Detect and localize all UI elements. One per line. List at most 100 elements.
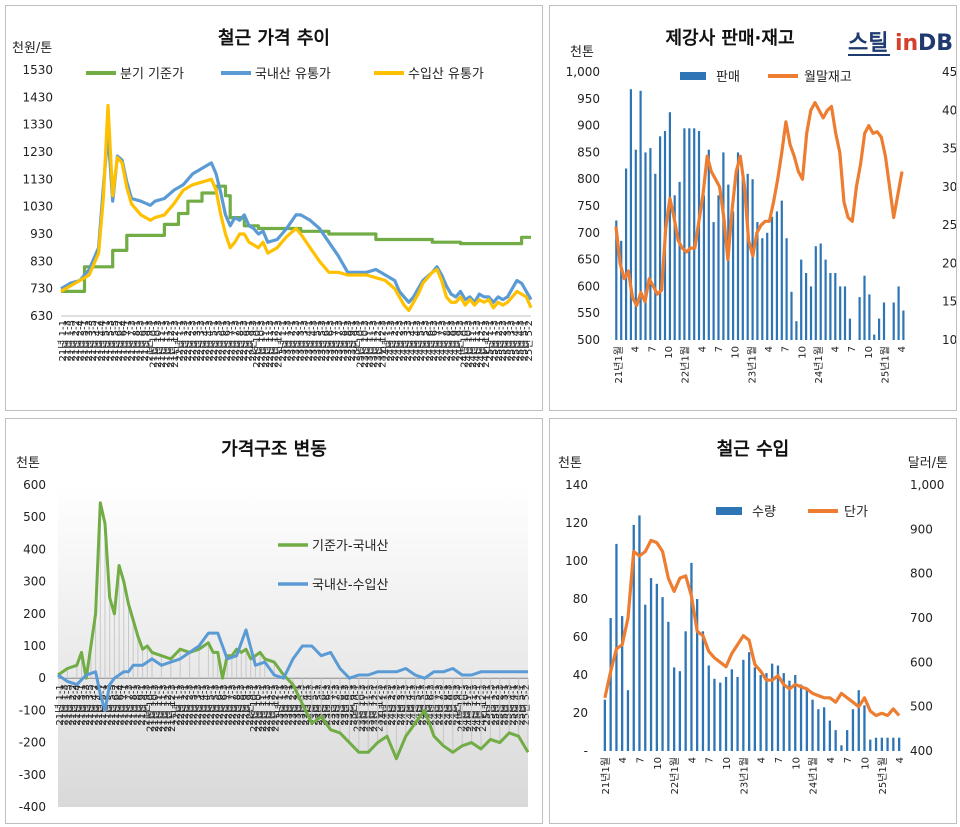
y2-tick-label: 400 <box>910 744 933 758</box>
bar-import-volume <box>753 667 756 751</box>
series-line-2 <box>57 628 528 712</box>
y-tick-label: 100 <box>23 639 46 653</box>
bar-import-volume <box>644 604 647 751</box>
x-tick-label: 22년 1-3 <box>175 684 187 725</box>
panel-price-structure: 가격구조 변동 천톤 -400 -300 -200 -100 0 100 200 300 400… <box>5 418 543 824</box>
bar-import-volume <box>863 705 866 751</box>
x-tick-label: 10 <box>861 757 872 770</box>
x-tick-label: 21년 5-5 <box>109 320 121 361</box>
chart-title: 철근 수입 <box>717 438 790 460</box>
y-tick-label: 1,000 <box>566 65 600 79</box>
x-tick-label: 24년 3-3 <box>399 684 411 725</box>
y-axis-unit: 천톤 <box>570 45 594 60</box>
x-tick-label: 22년1월 <box>669 757 681 795</box>
bar-sales <box>620 240 623 340</box>
x-tick-label: 23년 4-3 <box>307 320 319 361</box>
x-tick-label: 23년 1-1 <box>277 320 289 361</box>
bar-sales <box>761 238 764 340</box>
x-tick-label: 22년 7-3 <box>227 684 239 725</box>
legend-label: 월말재고 <box>804 70 852 85</box>
x-tick-label: 22년 6-1 <box>214 684 226 725</box>
bar-import-volume <box>794 675 797 751</box>
x-tick-label: 21년 12-3 <box>166 684 178 732</box>
x-tick-label: 23년 2-1 <box>286 320 298 361</box>
x-tick-label: 24년 12-3 <box>477 684 489 732</box>
x-tick-label: 21년 3-1 <box>76 684 88 725</box>
x-tick-label: 23년1월 <box>738 757 750 795</box>
legend-swatch <box>716 507 742 515</box>
bar-sales <box>712 222 715 340</box>
x-tick-label: 23년 1-1 <box>274 684 286 725</box>
x-tick-label: 22년 9-3 <box>244 684 256 725</box>
x-tick-label: 23년 5-3 <box>316 320 328 361</box>
bar-import-volume <box>621 616 624 751</box>
bar-sales <box>644 152 647 340</box>
x-tick-label: 21년 10-1 <box>148 320 160 368</box>
x-tick-label: 23년1월 <box>746 346 758 384</box>
chart-sales-inventory: 제강사 판매·재고 천톤 스틸 in DB 500 550 600 650 700 750… <box>566 28 956 384</box>
x-tick-label: 21년 11-3 <box>161 320 173 368</box>
x-tick-label: 25년 5-1 <box>519 320 531 361</box>
x-tick-label: 25년 4-3 <box>514 320 526 361</box>
x-tick-label: 23년 8-1 <box>337 320 349 361</box>
chart-rebar-import: 철근 수입 천톤 달러/톤 - 20 40 60 80 100 120 140 400 500 60… <box>558 438 948 795</box>
x-tick-label: 25년 4-1 <box>510 320 522 361</box>
x-tick-label: 24년 1-3 <box>385 320 397 361</box>
x-tick-label: 22년1월 <box>680 346 692 384</box>
x-tick-label: 25년 1-1 <box>484 320 496 361</box>
y-tick-label: 1430 <box>22 90 53 104</box>
x-tick-label: 7 <box>636 757 647 763</box>
x-tick-label: 22년 6-1 <box>217 320 229 361</box>
x-tick-label: 22년 10-1 <box>248 684 260 732</box>
x-tick-label: 21년 3-3 <box>83 320 95 361</box>
y2-tick-label: 1,000 <box>910 478 944 492</box>
y2-tick-label: 100 <box>942 333 956 347</box>
x-tick-label: 23년 9-3 <box>350 320 362 361</box>
x-tick-label: 22년 11-3 <box>261 684 273 732</box>
x-tick-label: 21년 6-2 <box>110 684 122 725</box>
brand-logo: 스틸 in DB <box>848 31 953 56</box>
x-tick-label: 21년 8-3 <box>132 684 144 725</box>
y-tick-label: 600 <box>23 478 46 492</box>
x-tick-label: 23년 12-1 <box>372 320 384 368</box>
bar-import-volume <box>719 682 722 751</box>
x-tick-label: 21년 10-3 <box>152 320 164 368</box>
bar-import-volume <box>805 688 808 751</box>
bar-import-volume <box>765 673 768 751</box>
x-tick-label: 21년 1-5 <box>66 320 78 361</box>
x-tick-label: 24년 12-3 <box>480 320 492 368</box>
x-tick-label: 24년 4-3 <box>408 684 420 725</box>
x-tick-label: 22년 5-3 <box>209 684 221 725</box>
y-tick-label: 0 <box>38 671 46 685</box>
y-tick-label: 600 <box>577 279 600 293</box>
bar-import-volume <box>742 659 745 751</box>
x-tick-label: 22년 11-1 <box>260 320 272 368</box>
x-tick-label: 23년 2-3 <box>290 320 302 361</box>
bar-sales <box>863 275 866 340</box>
x-tick-label: 24년 10-3 <box>463 320 475 368</box>
x-tick-label: 24년 11-1 <box>464 684 476 732</box>
x-tick-label: 21년 9-1 <box>136 684 148 725</box>
x-tick-label: 21년 2-4 <box>71 684 83 725</box>
bar-sales <box>834 273 837 340</box>
x-tick-label: 22년 7-1 <box>222 684 234 725</box>
bar-sales <box>673 195 676 340</box>
x-tick-label: 21년 12-3 <box>169 320 181 368</box>
bar-sales <box>756 222 759 340</box>
y-tick-label: 120 <box>565 516 588 530</box>
bar-sales <box>649 148 652 340</box>
x-tick-label: 21년 1-5 <box>63 684 75 725</box>
x-tick-label: 23년 10-3 <box>359 320 371 368</box>
bar-import-volume <box>632 524 635 751</box>
bar-import-volume <box>874 737 878 751</box>
x-tick-label: 21년 5-3 <box>104 320 116 361</box>
bar-import-volume <box>788 680 791 751</box>
x-tick-label: 25년 2-1 <box>490 684 502 725</box>
legend-label: 수입산 유통가 <box>408 67 484 82</box>
bar-sales <box>902 310 905 340</box>
bar-sales <box>697 131 701 340</box>
bar-import-volume <box>776 665 780 751</box>
x-tick-label: 21년 9-3 <box>143 320 155 361</box>
bar-sales <box>814 246 817 340</box>
